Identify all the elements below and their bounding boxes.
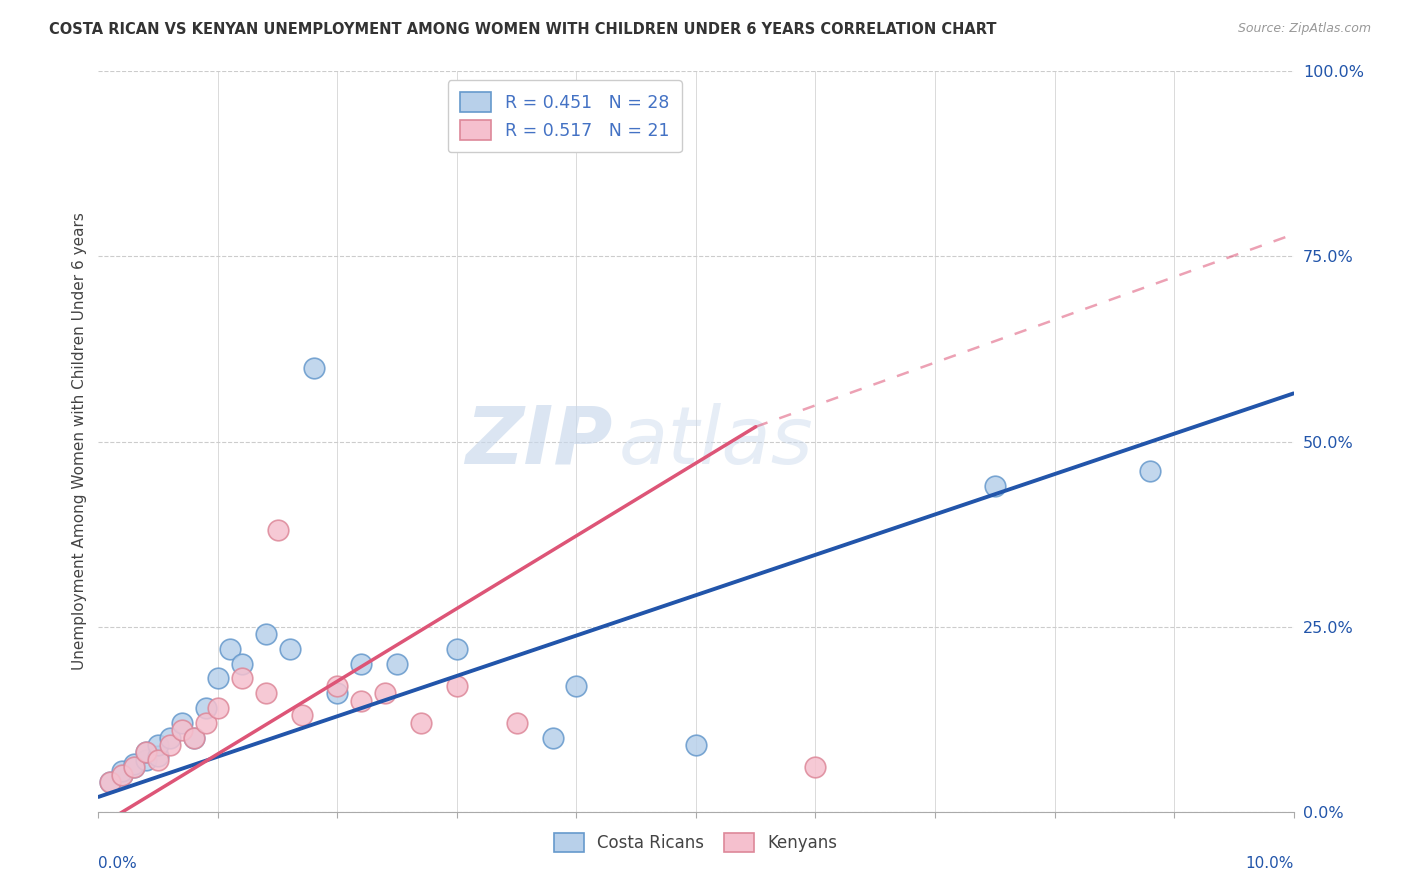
Point xyxy=(124,760,146,774)
Point xyxy=(231,657,253,671)
Point xyxy=(804,760,827,774)
Point xyxy=(148,753,170,767)
Point xyxy=(565,679,588,693)
Point xyxy=(411,715,433,730)
Text: ZIP: ZIP xyxy=(465,402,613,481)
Point xyxy=(148,749,170,764)
Point xyxy=(350,694,373,708)
Point xyxy=(98,775,122,789)
Point xyxy=(291,708,314,723)
Text: Source: ZipAtlas.com: Source: ZipAtlas.com xyxy=(1237,22,1371,36)
Point xyxy=(1139,464,1161,478)
Point xyxy=(385,657,409,671)
Point xyxy=(254,686,277,700)
Point xyxy=(195,715,218,730)
Text: atlas: atlas xyxy=(619,402,813,481)
Point xyxy=(172,715,194,730)
Point xyxy=(111,764,134,778)
Point xyxy=(159,731,181,745)
Point xyxy=(350,657,373,671)
Point xyxy=(984,479,1007,493)
Point xyxy=(685,738,707,752)
Point xyxy=(111,767,134,781)
Point xyxy=(124,760,146,774)
Y-axis label: Unemployment Among Women with Children Under 6 years: Unemployment Among Women with Children U… xyxy=(72,212,87,671)
Text: 10.0%: 10.0% xyxy=(1246,856,1294,871)
Point xyxy=(326,686,349,700)
Point xyxy=(278,641,301,656)
Point xyxy=(195,701,218,715)
Point xyxy=(446,641,468,656)
Point xyxy=(98,775,122,789)
Point xyxy=(207,672,229,686)
Point xyxy=(111,767,134,781)
Point xyxy=(374,686,396,700)
Point xyxy=(326,679,349,693)
Point xyxy=(148,738,170,752)
Point xyxy=(506,715,529,730)
Point xyxy=(135,746,157,760)
Legend: Costa Ricans, Kenyans: Costa Ricans, Kenyans xyxy=(547,826,845,859)
Point xyxy=(183,731,205,745)
Point xyxy=(302,360,325,375)
Point xyxy=(541,731,564,745)
Point xyxy=(254,627,277,641)
Point xyxy=(172,723,194,738)
Point xyxy=(183,731,205,745)
Point xyxy=(159,738,181,752)
Point xyxy=(446,679,468,693)
Point xyxy=(135,746,157,760)
Point xyxy=(124,756,146,771)
Point xyxy=(207,701,229,715)
Point xyxy=(135,753,157,767)
Point xyxy=(219,641,242,656)
Text: COSTA RICAN VS KENYAN UNEMPLOYMENT AMONG WOMEN WITH CHILDREN UNDER 6 YEARS CORRE: COSTA RICAN VS KENYAN UNEMPLOYMENT AMONG… xyxy=(49,22,997,37)
Text: 0.0%: 0.0% xyxy=(98,856,138,871)
Point xyxy=(231,672,253,686)
Point xyxy=(267,524,290,538)
